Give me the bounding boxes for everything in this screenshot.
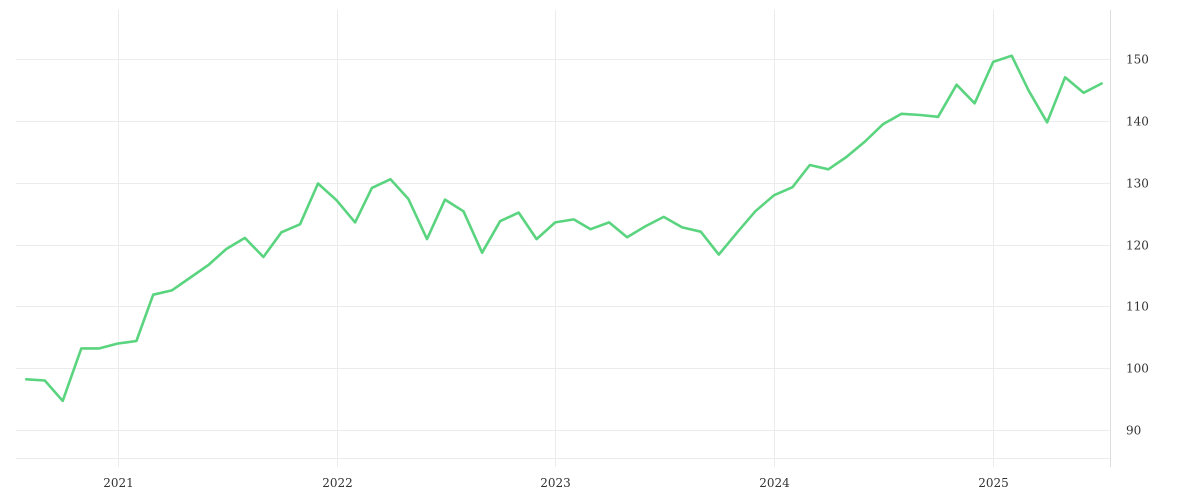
x-tick-label: 2022 <box>322 476 353 490</box>
y-tick-label: 100 <box>1126 362 1149 376</box>
series-layer <box>24 54 1103 403</box>
y-tick-label: 110 <box>1126 300 1149 314</box>
x-tick-label: 2023 <box>540 476 571 490</box>
x-tick-label: 2021 <box>103 476 134 490</box>
x-tick-label: 2025 <box>978 476 1009 490</box>
series-line <box>24 54 1103 403</box>
x-tick-label: 2024 <box>759 476 790 490</box>
y-tick-label: 90 <box>1126 424 1141 438</box>
y-tick-label: 150 <box>1126 53 1149 67</box>
y-tick-label: 140 <box>1126 115 1149 129</box>
y-tick-label: 120 <box>1126 239 1149 253</box>
tick-labels: 90 100 110 120 130 140 150 2021 2022 2023 2024 2025 <box>103 53 1149 491</box>
gridlines <box>16 10 1110 467</box>
y-tick-label: 130 <box>1126 177 1149 191</box>
